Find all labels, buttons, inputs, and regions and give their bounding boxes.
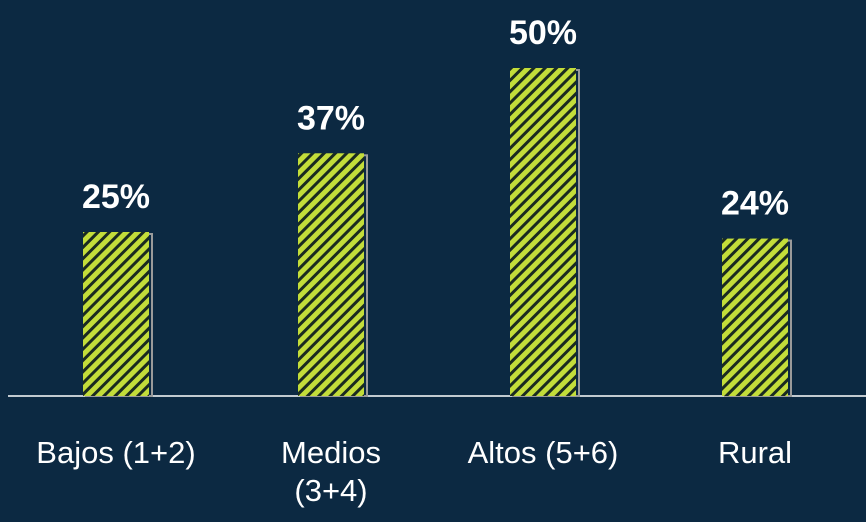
bar (510, 68, 576, 396)
x-tick-label: Altos (5+6) (467, 435, 619, 470)
value-label: 25% (82, 178, 150, 216)
value-label: 37% (297, 99, 365, 137)
x-tick-label: Medios (3+4) (281, 435, 381, 508)
value-label: 24% (721, 185, 789, 223)
bar (722, 238, 788, 396)
bar (83, 232, 149, 396)
x-tick-label: Bajos (1+2) (36, 435, 196, 470)
x-tick-label: Rural (717, 435, 793, 470)
bar (298, 153, 364, 396)
value-label: 50% (509, 14, 577, 52)
